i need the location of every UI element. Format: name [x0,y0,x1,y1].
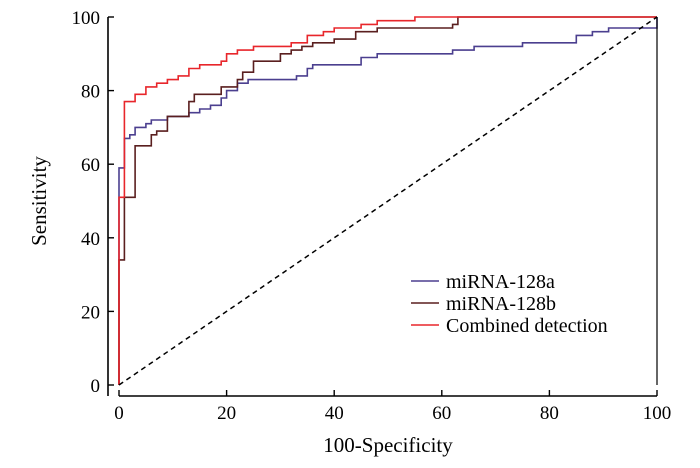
series-line-1 [118,17,658,385]
axes [107,17,658,397]
legend-label: miRNA-128b [446,293,556,315]
y-tick-label: 100 [72,8,101,29]
x-tick-label: 20 [217,403,236,424]
y-tick-label: 60 [81,155,100,176]
x-tick-label: 100 [643,403,672,424]
legend-label: miRNA-128a [446,271,555,293]
x-axis-title: 100-Specificity [323,433,453,457]
x-tick-label: 40 [325,403,344,424]
ticks: 0 20 40 60 80 100 0 20 40 60 80 100 [72,8,672,424]
y-tick-label: 40 [81,229,100,250]
y-tick-label: 80 [81,82,100,103]
series-line-2 [118,16,657,385]
y-axis-title: Sensitivity [27,156,51,246]
plot-lines [118,16,658,386]
reference-diagonal-line [118,16,658,386]
legend-label: Combined detection [446,315,608,337]
y-tick-label: 20 [81,302,100,323]
series-line-3 [118,16,657,385]
x-tick-label: 80 [540,403,559,424]
x-tick-label: 60 [432,403,451,424]
x-tick-label: 0 [114,403,124,424]
y-tick-label: 0 [91,376,101,397]
